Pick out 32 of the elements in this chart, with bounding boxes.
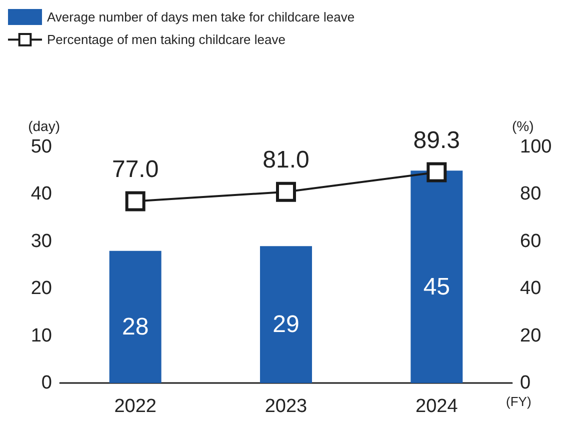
x-axis-title: (FY) [506,394,532,409]
y-tick-label: 10 [30,325,52,346]
y-tick-label: 0 [41,372,52,394]
point [276,182,296,202]
y-tick-label: 50 [30,136,52,158]
data-label: 45 [423,273,450,300]
data-label: 28 [122,313,149,340]
y-tick-label: 40 [30,184,52,205]
y-tick-label: 30 [30,230,52,252]
legend-label: Average number of days men take for childcare leave [47,10,355,24]
y2-tick-label: 100 [520,136,552,158]
legend-label: Percentage of men taking childcare leave [47,32,286,48]
data-label: 81.0 [262,146,310,174]
data-label: 29 [272,311,300,338]
y2-tick-label: 40 [520,278,542,300]
point [426,162,447,182]
y-tick-label: 20 [30,278,52,300]
y2-tick-label: 0 [520,372,531,394]
bar [410,170,463,383]
x-tick-label: 2022 [114,396,156,417]
x-tick-label: 2023 [264,396,308,417]
bar [260,246,312,383]
y2-tick-label: 60 [520,230,542,252]
y2-tick-label: 80 [520,184,542,205]
bar [109,250,162,383]
data-label: 89.3 [413,126,460,154]
y2-tick-label: 20 [520,325,542,346]
y-axis-title: (day) [28,118,60,134]
data-label: 77.0 [112,156,159,183]
x-tick-label: 2024 [416,396,458,417]
y2-axis-title: (%) [512,118,534,134]
point [125,191,146,212]
